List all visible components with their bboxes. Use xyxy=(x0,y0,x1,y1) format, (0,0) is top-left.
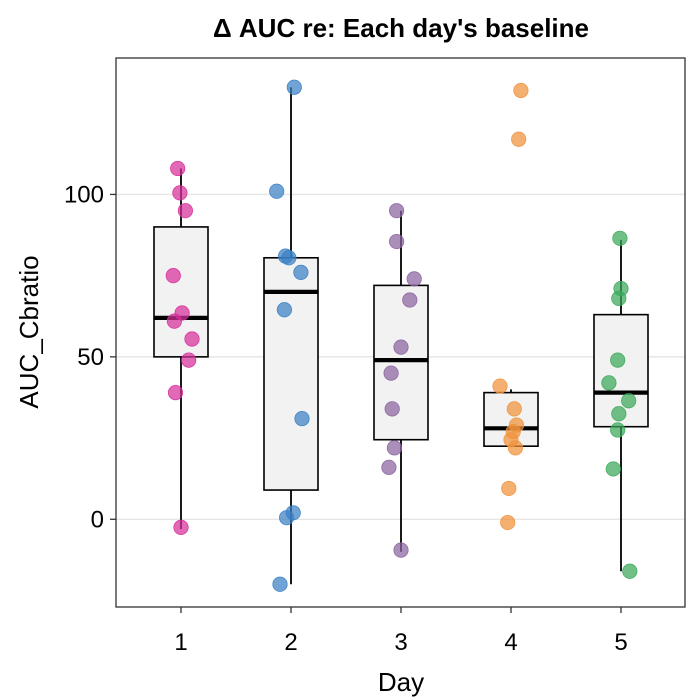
y-tick-label-1: 50 xyxy=(77,344,104,371)
point-day-3-5 xyxy=(384,366,398,380)
point-day-1-3 xyxy=(166,268,180,282)
x-tick-label-0: 1 xyxy=(174,629,187,656)
point-day-3-4 xyxy=(394,340,408,354)
y-axis-title: AUC_Cbratio xyxy=(14,255,44,408)
point-day-4-9 xyxy=(501,515,515,529)
point-day-3-8 xyxy=(382,460,396,474)
point-day-4-1 xyxy=(512,132,526,146)
point-day-1-1 xyxy=(173,186,187,200)
point-day-2-5 xyxy=(277,303,291,317)
chart-title: Δ AUC re: Each day's baseline xyxy=(213,13,589,43)
x-axis-title: Day xyxy=(378,667,424,697)
point-day-1-8 xyxy=(168,385,182,399)
point-day-5-3 xyxy=(611,353,625,367)
point-day-5-5 xyxy=(622,394,636,408)
point-day-3-3 xyxy=(403,293,417,307)
point-day-3-7 xyxy=(387,441,401,455)
point-day-2-3 xyxy=(282,251,296,265)
point-day-1-0 xyxy=(171,161,185,175)
point-day-1-6 xyxy=(185,332,199,346)
point-day-4-7 xyxy=(508,441,522,455)
point-day-1-2 xyxy=(178,203,192,217)
x-tick-label-3: 4 xyxy=(504,629,517,656)
point-day-2-0 xyxy=(287,80,301,94)
point-day-3-9 xyxy=(394,543,408,557)
point-day-3-0 xyxy=(389,203,403,217)
point-day-2-8 xyxy=(279,510,293,524)
point-day-4-8 xyxy=(502,481,516,495)
point-day-2-4 xyxy=(294,265,308,279)
point-day-2-1 xyxy=(270,184,284,198)
point-day-4-2 xyxy=(493,379,507,393)
point-day-3-2 xyxy=(407,272,421,286)
point-day-3-1 xyxy=(389,234,403,248)
point-day-3-6 xyxy=(385,402,399,416)
point-day-5-6 xyxy=(612,407,626,421)
point-day-5-7 xyxy=(611,423,625,437)
point-day-1-7 xyxy=(182,353,196,367)
point-day-2-9 xyxy=(273,577,287,591)
box-iqr-day-3 xyxy=(374,285,428,439)
x-tick-label-4: 5 xyxy=(614,629,627,656)
point-day-1-5 xyxy=(167,314,181,328)
point-day-1-9 xyxy=(174,520,188,534)
point-day-4-3 xyxy=(507,402,521,416)
point-day-2-6 xyxy=(295,411,309,425)
y-axis: 0 50 100 xyxy=(64,181,116,533)
point-day-5-2 xyxy=(612,291,626,305)
y-tick-label-0: 0 xyxy=(91,506,104,533)
point-day-4-0 xyxy=(514,83,528,97)
box-iqr-day-1 xyxy=(154,227,208,357)
point-day-5-8 xyxy=(606,462,620,476)
point-day-5-9 xyxy=(623,564,637,578)
x-tick-label-2: 3 xyxy=(394,629,407,656)
point-day-5-0 xyxy=(613,231,627,245)
x-tick-label-1: 2 xyxy=(284,629,297,656)
x-axis: 1 2 3 4 5 xyxy=(174,607,627,656)
y-tick-label-2: 100 xyxy=(64,181,104,208)
point-day-5-4 xyxy=(602,376,616,390)
